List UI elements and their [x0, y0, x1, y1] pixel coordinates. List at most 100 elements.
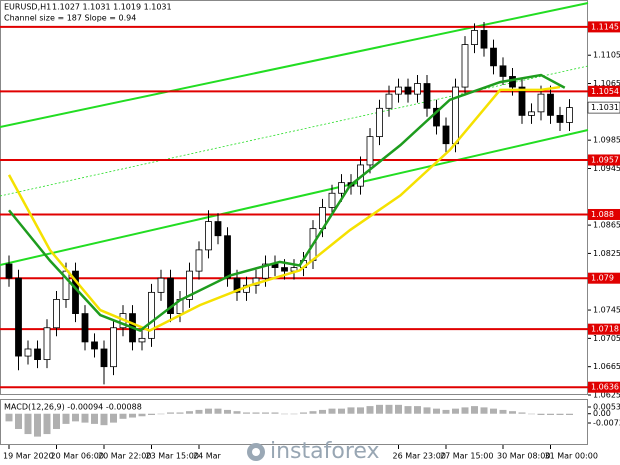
macd-bar [357, 407, 364, 414]
macd-bar [499, 409, 507, 414]
x-tick-label: 27 Mar 15:00 [440, 452, 493, 461]
macd-bar [24, 413, 32, 435]
candle-body [452, 86, 459, 145]
macd-tick-label: 0.00 [593, 409, 611, 418]
candle-body [24, 348, 32, 357]
macd-bar [100, 413, 108, 426]
y-tick-label: 1.1105 [593, 51, 620, 60]
x-tick-label: 30 Mar 08:00 [497, 452, 550, 461]
candle-body [480, 30, 488, 49]
macd-label: MACD(12,26,9) -0.00094 -0.00088 [4, 403, 142, 412]
candle-body [404, 86, 412, 95]
macd-bar [81, 413, 89, 423]
candle-body [490, 47, 497, 67]
candle-body [395, 86, 402, 95]
candle-body [5, 263, 13, 279]
level-box [588, 154, 620, 166]
macd-bar [262, 412, 269, 414]
candle-body [53, 299, 60, 329]
x-tick-label: 23 Mar 15:00 [146, 452, 199, 461]
level-label: 1.0636 [591, 383, 619, 392]
moving-average [7, 85, 561, 332]
candle-body [566, 107, 573, 123]
candle-body [167, 277, 174, 314]
candle-body [423, 83, 431, 109]
candle-body [547, 93, 554, 116]
chart-title: EURUSD,H1 [4, 3, 51, 12]
macd-bar [385, 404, 393, 414]
x-tick-label: 24 Mar [193, 452, 222, 461]
y-tick-label: 1.0745 [593, 306, 620, 315]
level-box [588, 85, 620, 97]
candle-body [148, 291, 155, 339]
x-tick-label: 31 Mar 00:00 [545, 452, 598, 461]
macd-bar [62, 413, 70, 424]
candle-body [43, 327, 51, 361]
macd-bar [471, 406, 478, 414]
channel-middle [0, 65, 589, 197]
y-tick-label: 1.1065 [593, 79, 620, 88]
level-box [588, 323, 620, 335]
level-box [588, 272, 620, 284]
macd-bar [376, 404, 383, 414]
macd-bar [528, 413, 535, 415]
macd-bar [490, 408, 497, 414]
candle-body [385, 93, 393, 109]
macd-tick-label: -0.0073 [593, 419, 620, 428]
watermark: instaforex [270, 439, 380, 464]
macd-bar [43, 413, 51, 435]
macd-bar [224, 409, 231, 414]
y-tick-label: 1.0945 [593, 164, 620, 173]
candle-body [34, 348, 41, 361]
channel-lower [0, 129, 589, 266]
candle-body [15, 277, 22, 357]
candle-body [461, 44, 469, 88]
y-tick-label: 1.0985 [593, 136, 620, 145]
macd-bar [509, 411, 516, 414]
candle-body [233, 277, 241, 293]
macd-bar [566, 413, 573, 415]
candle-body [376, 107, 383, 138]
level-label: 1.1054 [591, 87, 619, 96]
macd-bar [129, 413, 136, 418]
candle-body [509, 76, 516, 88]
price-pane [0, 0, 588, 395]
annotation: Channel size = 187 Slope = 0.94 [4, 14, 136, 23]
macd-bar [300, 412, 307, 414]
level-label: 1.079 [591, 274, 614, 283]
macd-bar [319, 409, 326, 414]
candle-body [499, 65, 507, 77]
candle-body [138, 337, 146, 343]
watermark-logo [247, 443, 265, 461]
macd-bar [15, 413, 22, 429]
macd-bar [110, 413, 117, 423]
macd-bar [537, 413, 545, 415]
macd-bar [547, 413, 554, 415]
macd-bar [157, 413, 165, 415]
macd-bar [148, 413, 155, 415]
macd-bar [556, 413, 564, 415]
x-tick-label: 20 Mar 22:00 [98, 452, 151, 461]
candle-body [281, 267, 288, 272]
macd-bar [195, 409, 203, 414]
macd-bar [366, 406, 374, 414]
current-price-box [587, 101, 620, 114]
candle-body [195, 249, 203, 272]
macd-tick-label: 0.0053 [593, 402, 620, 411]
macd-bar [328, 408, 336, 414]
candle-body [186, 270, 193, 300]
header-values: 1.1027 1.1031 1.1019 1.1031 [52, 3, 172, 12]
plot: 1.1105 1.1065 1.0985 1.0945 1.0865 1.0825 1.07… [0, 21, 620, 461]
y-tick-label: 1.0865 [593, 221, 620, 230]
macd-bar [91, 413, 98, 424]
candle-body [433, 107, 440, 127]
macd-bar [72, 413, 79, 422]
candle-body [556, 114, 564, 123]
level-label: 1.0957 [591, 155, 619, 164]
level-box [588, 21, 620, 33]
macd-bar [5, 413, 13, 422]
candle-body [81, 313, 89, 343]
level-box [588, 381, 620, 393]
macd-bar [347, 407, 355, 414]
